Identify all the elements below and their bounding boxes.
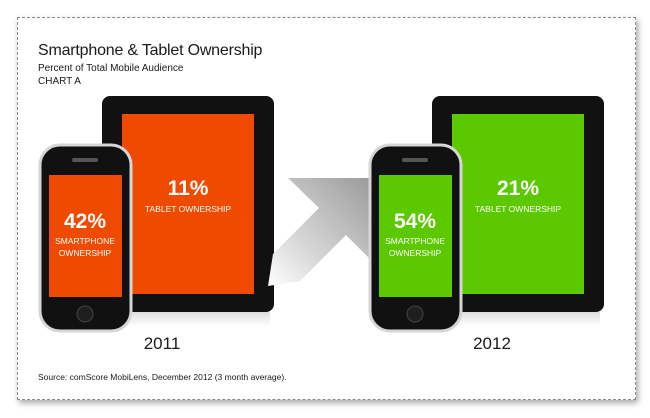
source-note: Source: comScore MobiLens, December 2012… [38, 372, 287, 382]
phone-home-button-2012 [406, 305, 424, 323]
tablet-caption-2012: TABLET OWNERSHIP [475, 204, 561, 214]
tablet-screen-2012 [452, 114, 584, 294]
phone-screen-2011 [49, 175, 122, 297]
chart-title: Smartphone & Tablet Ownership [38, 42, 263, 59]
year-label-2012: 2012 [473, 334, 511, 353]
phone-speaker-2011 [72, 158, 98, 162]
chart-label: CHART A [38, 76, 81, 87]
phone-value-2011: 42% [64, 210, 106, 233]
chart-subtitle: Percent of Total Mobile Audience [38, 63, 184, 74]
phone-caption-line1-2012: SMARTPHONE [385, 236, 445, 246]
phone-caption-line2-2011: OWNERSHIP [59, 248, 112, 258]
year-label-2011: 2011 [144, 334, 181, 353]
phone-value-2012: 54% [394, 210, 436, 233]
growth-arrow [268, 178, 373, 286]
phone-caption-line2-2012: OWNERSHIP [389, 248, 442, 258]
phone-speaker-2012 [402, 158, 428, 162]
tablet-caption-2011: TABLET OWNERSHIP [145, 204, 231, 214]
phone-home-button-2011 [76, 305, 94, 323]
tablet-screen-2011 [122, 114, 254, 294]
tablet-value-2011: 11% [168, 177, 209, 200]
phone-caption-line1-2011: SMARTPHONE [55, 236, 115, 246]
tablet-value-2012: 21% [497, 177, 539, 200]
phone-screen-2012 [379, 175, 452, 297]
tablet-shadow-2012 [440, 312, 600, 326]
tablet-shadow-2011 [110, 312, 270, 326]
